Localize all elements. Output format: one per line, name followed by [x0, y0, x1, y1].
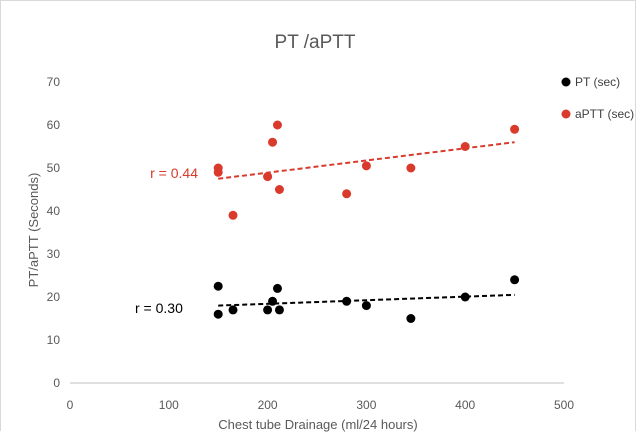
y-tick-label: 30 — [47, 247, 61, 261]
legend-label: PT (sec) — [575, 75, 620, 89]
data-point — [268, 296, 278, 306]
data-point — [510, 124, 520, 134]
data-point — [272, 120, 282, 130]
x-tick-label: 300 — [356, 398, 376, 412]
data-point — [272, 283, 282, 293]
data-point — [460, 142, 470, 151]
legend-label: aPTT (sec) — [575, 107, 634, 121]
x-tick-label: 500 — [554, 398, 574, 412]
y-axis-label: PT/aPTT (Seconds) — [26, 173, 41, 288]
y-tick-label: 50 — [47, 161, 61, 175]
data-point — [268, 137, 278, 147]
y-tick-label: 20 — [47, 290, 61, 304]
data-points — [213, 120, 520, 323]
data-point — [228, 305, 238, 315]
correlation-annotation: r = 0.30 — [135, 300, 183, 316]
data-point — [213, 281, 223, 291]
data-point — [361, 301, 371, 311]
x-tick-labels: 0 100 200 300 400 500 — [67, 398, 575, 412]
data-point — [342, 296, 352, 306]
legend-marker — [561, 77, 571, 87]
data-point — [406, 163, 416, 173]
trendline — [218, 141, 515, 180]
data-point — [274, 185, 284, 194]
x-tick-label: 0 — [67, 398, 74, 412]
y-tick-label: 40 — [47, 204, 61, 218]
chart-title: PT /aPTT — [275, 32, 356, 53]
data-point — [263, 305, 273, 315]
data-point — [263, 172, 273, 182]
y-tick-label: 10 — [47, 333, 61, 347]
y-tick-label: 0 — [53, 376, 60, 390]
data-point — [342, 189, 352, 199]
data-point — [274, 305, 284, 315]
y-tick-label: 70 — [47, 75, 61, 89]
data-point — [228, 210, 238, 220]
data-point — [361, 161, 371, 171]
correlation-annotations: r = 0.30 r = 0.44 — [135, 165, 198, 316]
legend-marker — [561, 109, 571, 119]
x-axis-label: Chest tube Drainage (ml/24 hours) — [218, 417, 417, 432]
data-point — [406, 314, 416, 323]
data-point — [213, 309, 223, 319]
y-tick-labels: 0 10 20 30 40 50 60 70 — [47, 75, 61, 390]
x-tick-label: 400 — [455, 398, 475, 412]
correlation-annotation: r = 0.44 — [150, 165, 198, 181]
data-point — [460, 292, 470, 302]
x-tick-label: 100 — [159, 398, 179, 412]
y-tick-label: 60 — [47, 118, 61, 132]
trendline — [218, 293, 515, 307]
data-point — [213, 167, 223, 177]
data-point — [510, 275, 520, 285]
x-tick-label: 200 — [258, 398, 278, 412]
legend: PT (sec) aPTT (sec) — [561, 75, 634, 121]
